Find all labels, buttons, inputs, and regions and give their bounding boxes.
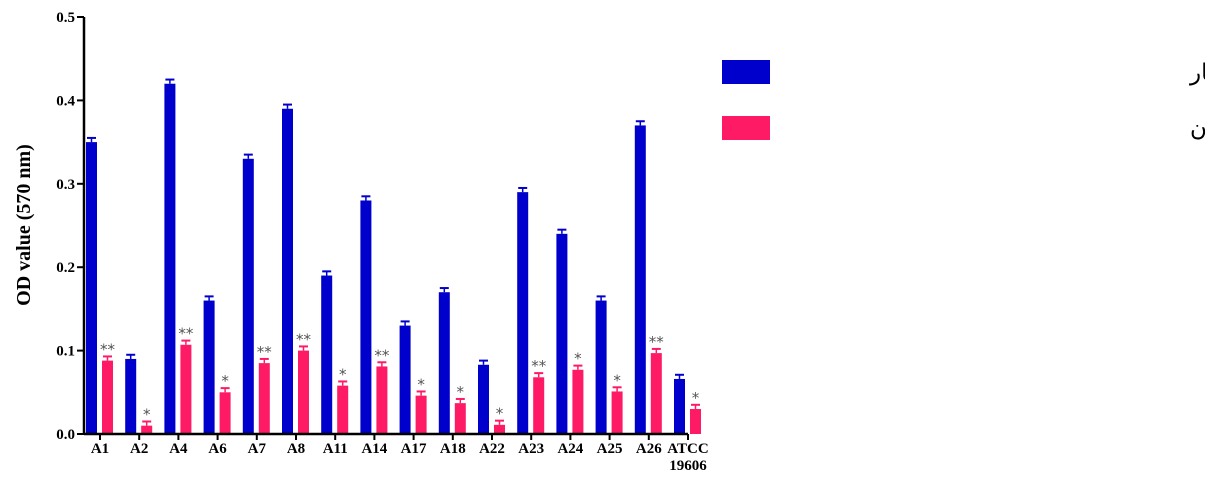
legend-swatch	[722, 116, 770, 140]
significance-marker: *	[457, 383, 465, 401]
bar-before	[86, 142, 97, 434]
axis-layer: A1 A2 A4 A6 A7 A8 A11 A14 A17 A18 A22 A23 A24 A25 A26 A…	[56, 10, 708, 474]
significance-marker: **	[531, 357, 547, 375]
x-tick-label: A14	[361, 441, 387, 457]
bar-after	[690, 408, 701, 434]
bar-after	[611, 391, 623, 434]
bar-after	[337, 385, 349, 434]
bar-after	[141, 425, 153, 434]
x-tick-label: A24	[557, 441, 583, 457]
bar-before	[125, 358, 137, 434]
bar-before	[164, 83, 176, 434]
bar-before	[634, 125, 646, 435]
bar-before	[674, 378, 685, 434]
x-tick-label: A17	[401, 441, 427, 457]
bar-after	[376, 366, 388, 434]
bar-before	[517, 192, 529, 434]
significance-marker: **	[257, 343, 273, 361]
x-tick-label: A22	[479, 441, 505, 457]
bar-before	[282, 108, 293, 435]
x-tick-label: A2	[130, 441, 148, 457]
significance-marker: **	[374, 346, 390, 364]
significance-marker: *	[613, 371, 621, 389]
bar-before	[478, 364, 489, 434]
x-tick-label: A1	[91, 441, 109, 457]
x-tick-label: A23	[518, 441, 544, 457]
y-tick-label: 0.2	[56, 260, 75, 276]
significance-marker: **	[100, 340, 116, 358]
significance-marker: *	[221, 372, 229, 390]
significance-marker: **	[296, 330, 312, 348]
significance-marker: **	[649, 333, 665, 351]
x-tick-label: A25	[597, 441, 623, 457]
bar-before	[438, 292, 450, 434]
significance-marker: *	[692, 389, 700, 407]
bar-after	[298, 350, 309, 434]
significance-marker: *	[574, 350, 582, 368]
x-tick-label: A18	[440, 441, 466, 457]
bar-before	[203, 300, 215, 434]
bar-after	[180, 344, 192, 434]
bar-after	[494, 424, 505, 434]
x-tick-label: ATCC	[667, 441, 708, 457]
y-tick-label: 0.3	[56, 177, 75, 193]
bar-after	[415, 395, 427, 434]
bar-before	[556, 233, 568, 434]
x-tick-label: 19606	[669, 458, 707, 474]
y-axis-label: OD value (570 nm)	[13, 144, 35, 306]
y-tick-label: 0.1	[56, 344, 75, 360]
bar-after	[258, 363, 270, 434]
bar-after	[572, 369, 584, 434]
legend: جذب نوری قبل از تیمار جذب نوری پس از تیما…	[722, 60, 1205, 142]
bar-after	[533, 377, 545, 434]
legend-swatch	[722, 60, 770, 84]
y-tick-label: 0.4	[56, 93, 75, 109]
x-tick-label: A26	[636, 441, 662, 457]
bar-after	[454, 403, 466, 434]
significance-marker: *	[339, 365, 347, 383]
y-tick-label: 0.0	[56, 427, 75, 443]
significance-marker: *	[417, 375, 425, 393]
x-tick-label: A11	[323, 441, 348, 457]
legend-label: جذب نوری قبل از تیمار	[1189, 60, 1205, 86]
bars-layer: ************** **** *****	[86, 78, 701, 435]
bar-after	[219, 392, 231, 434]
x-tick-label: A4	[169, 441, 188, 457]
significance-marker: **	[178, 325, 194, 343]
legend-label: جذب نوری پس از تیمار با کیتوسان	[1190, 116, 1205, 142]
y-tick-label: 0.5	[56, 10, 75, 26]
bar-after	[650, 353, 662, 434]
bar-after	[102, 360, 113, 434]
x-tick-label: A7	[248, 441, 267, 457]
bar-before	[595, 300, 607, 434]
bar-before	[242, 158, 254, 434]
x-tick-label: A8	[287, 441, 305, 457]
x-tick-label: A6	[208, 441, 227, 457]
significance-marker: *	[496, 405, 504, 423]
bar-before	[360, 200, 372, 434]
significance-marker: *	[143, 405, 151, 423]
bar-before	[321, 275, 333, 434]
bar-before	[399, 325, 411, 434]
